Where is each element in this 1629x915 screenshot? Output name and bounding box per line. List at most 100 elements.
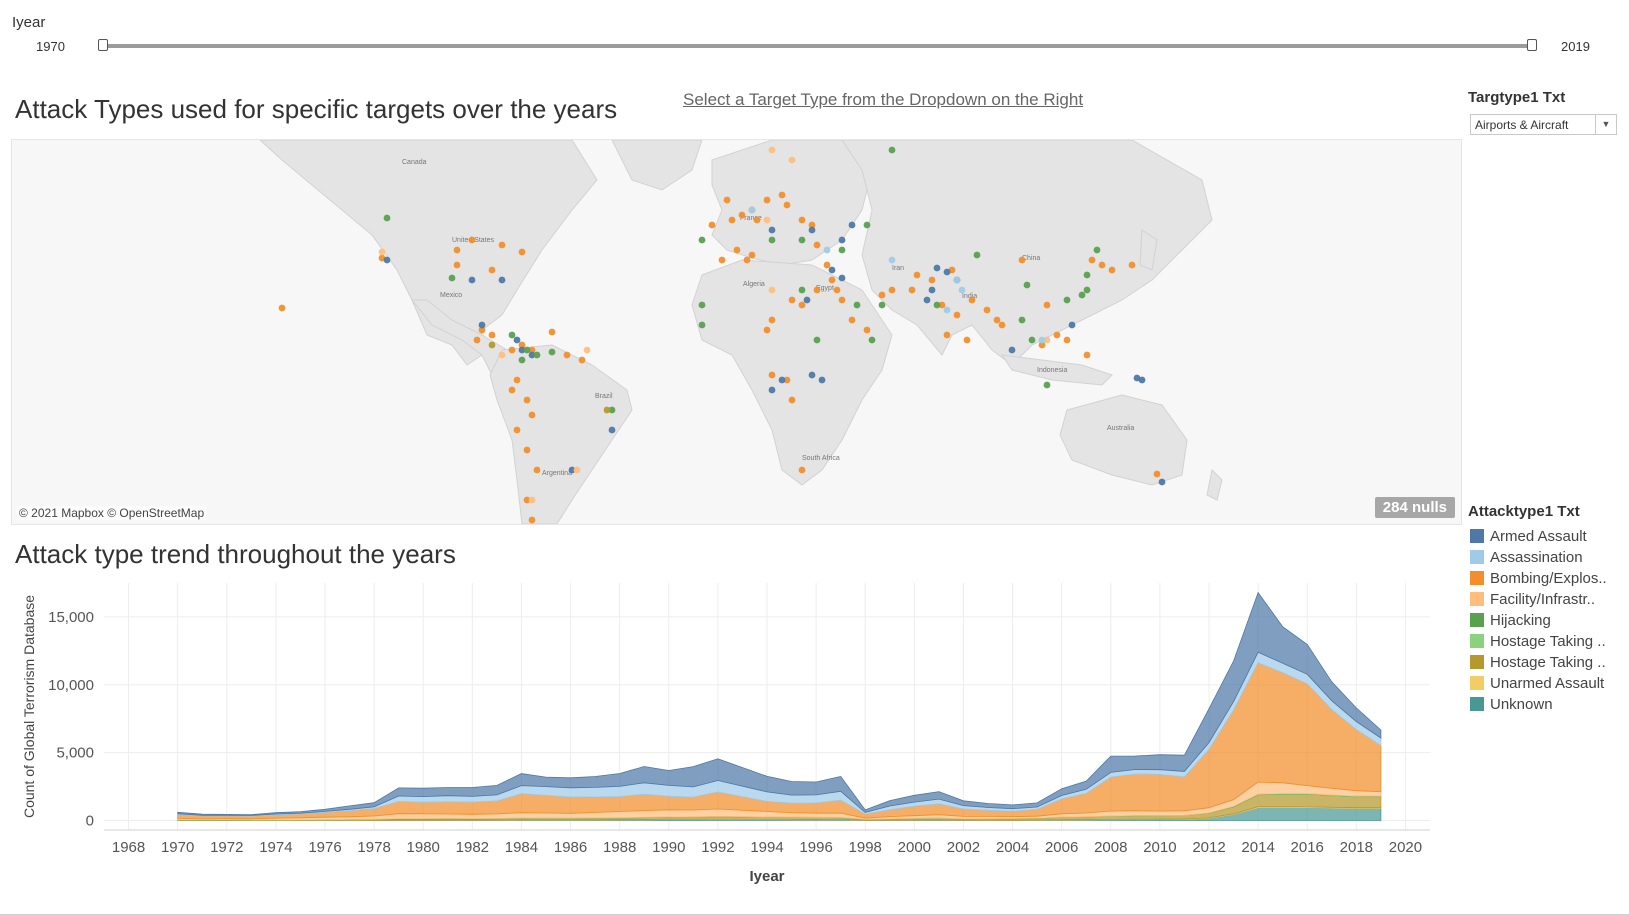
- map-point[interactable]: [528, 346, 536, 354]
- legend-item[interactable]: Unknown: [1470, 696, 1553, 714]
- legend-item[interactable]: Armed Assault: [1470, 528, 1587, 546]
- map-point[interactable]: [468, 236, 476, 244]
- map-point[interactable]: [728, 216, 736, 224]
- map-point[interactable]: [1043, 381, 1051, 389]
- legend-item[interactable]: Bombing/Explos..: [1470, 570, 1607, 588]
- map-point[interactable]: [488, 341, 496, 349]
- map-point[interactable]: [928, 286, 936, 294]
- map-point[interactable]: [813, 336, 821, 344]
- map-point[interactable]: [798, 216, 806, 224]
- map-point[interactable]: [953, 276, 961, 284]
- map-point[interactable]: [768, 316, 776, 324]
- map-point[interactable]: [383, 214, 391, 222]
- map-point[interactable]: [518, 356, 526, 364]
- map-point[interactable]: [533, 466, 541, 474]
- map-point[interactable]: [513, 376, 521, 384]
- map-point[interactable]: [1043, 301, 1051, 309]
- map-point[interactable]: [528, 516, 536, 524]
- map-point[interactable]: [788, 156, 796, 164]
- map-point[interactable]: [973, 251, 981, 259]
- map-point[interactable]: [1098, 261, 1106, 269]
- map-point[interactable]: [998, 321, 1006, 329]
- map-point[interactable]: [933, 301, 941, 309]
- map-point[interactable]: [943, 268, 951, 276]
- map-attribution[interactable]: © 2021 Mapbox © OpenStreetMap: [17, 506, 207, 520]
- map-point[interactable]: [813, 241, 821, 249]
- map-point[interactable]: [568, 466, 576, 474]
- legend-item[interactable]: Hostage Taking ..: [1470, 633, 1606, 651]
- slider-handle-start[interactable]: [98, 39, 108, 51]
- map-point[interactable]: [468, 276, 476, 284]
- map-point[interactable]: [1083, 286, 1091, 294]
- map-point[interactable]: [788, 396, 796, 404]
- map-point[interactable]: [768, 371, 776, 379]
- map-point[interactable]: [1063, 296, 1071, 304]
- map-point[interactable]: [448, 274, 456, 282]
- map-point[interactable]: [848, 221, 856, 229]
- map-point[interactable]: [848, 316, 856, 324]
- map-point[interactable]: [868, 336, 876, 344]
- target-type-dropdown[interactable]: Airports & Aircraft ▼: [1470, 114, 1617, 135]
- map-point[interactable]: [698, 321, 706, 329]
- map-point[interactable]: [1068, 321, 1076, 329]
- map-point[interactable]: [513, 336, 521, 344]
- map-point[interactable]: [888, 256, 896, 264]
- map-point[interactable]: [508, 386, 516, 394]
- map-point[interactable]: [808, 226, 816, 234]
- map-point[interactable]: [1078, 291, 1086, 299]
- map-point[interactable]: [748, 206, 756, 214]
- map-point[interactable]: [963, 336, 971, 344]
- map-point[interactable]: [798, 466, 806, 474]
- map-point[interactable]: [518, 346, 526, 354]
- map-point[interactable]: [488, 331, 496, 339]
- map-point[interactable]: [698, 301, 706, 309]
- legend-item[interactable]: Hijacking: [1470, 612, 1551, 630]
- nulls-badge[interactable]: 284 nulls: [1374, 497, 1455, 518]
- map-point[interactable]: [698, 236, 706, 244]
- legend-item[interactable]: Unarmed Assault: [1470, 675, 1604, 693]
- area-series[interactable]: [177, 591, 1382, 816]
- map-point[interactable]: [943, 306, 951, 314]
- map-point[interactable]: [548, 328, 556, 336]
- map-point[interactable]: [823, 261, 831, 269]
- map-point[interactable]: [798, 236, 806, 244]
- legend-item[interactable]: Facility/Infrastr..: [1470, 591, 1595, 609]
- map-point[interactable]: [1023, 281, 1031, 289]
- map-point[interactable]: [278, 304, 286, 312]
- map-point[interactable]: [1083, 351, 1091, 359]
- map-point[interactable]: [778, 191, 786, 199]
- map-point[interactable]: [733, 246, 741, 254]
- map-point[interactable]: [958, 286, 966, 294]
- map-point[interactable]: [1053, 331, 1061, 339]
- map-point[interactable]: [583, 346, 591, 354]
- map-point[interactable]: [1128, 261, 1136, 269]
- map-point[interactable]: [798, 301, 806, 309]
- map-point[interactable]: [453, 246, 461, 254]
- map-point[interactable]: [573, 466, 581, 474]
- map-point[interactable]: [548, 348, 556, 356]
- map-point[interactable]: [1018, 256, 1026, 264]
- map-point[interactable]: [768, 146, 776, 154]
- map-point[interactable]: [953, 311, 961, 319]
- map-point[interactable]: [798, 286, 806, 294]
- map-point[interactable]: [1093, 246, 1101, 254]
- map-point[interactable]: [1158, 478, 1166, 486]
- map-point[interactable]: [938, 301, 946, 309]
- target-type-instruction-link[interactable]: Select a Target Type from the Dropdown o…: [683, 90, 1084, 109]
- map-point[interactable]: [878, 301, 886, 309]
- map-point[interactable]: [473, 336, 481, 344]
- map-point[interactable]: [818, 376, 826, 384]
- map-point[interactable]: [1138, 376, 1146, 384]
- map-point[interactable]: [913, 271, 921, 279]
- map-point[interactable]: [523, 496, 531, 504]
- map-point[interactable]: [888, 286, 896, 294]
- map-point[interactable]: [1018, 316, 1026, 324]
- map-point[interactable]: [383, 256, 391, 264]
- map-point[interactable]: [513, 426, 521, 434]
- map-point[interactable]: [943, 331, 951, 339]
- map-point[interactable]: [453, 261, 461, 269]
- map-point[interactable]: [803, 296, 811, 304]
- map-point[interactable]: [748, 251, 756, 259]
- map-point[interactable]: [498, 241, 506, 249]
- map-point[interactable]: [1153, 470, 1161, 478]
